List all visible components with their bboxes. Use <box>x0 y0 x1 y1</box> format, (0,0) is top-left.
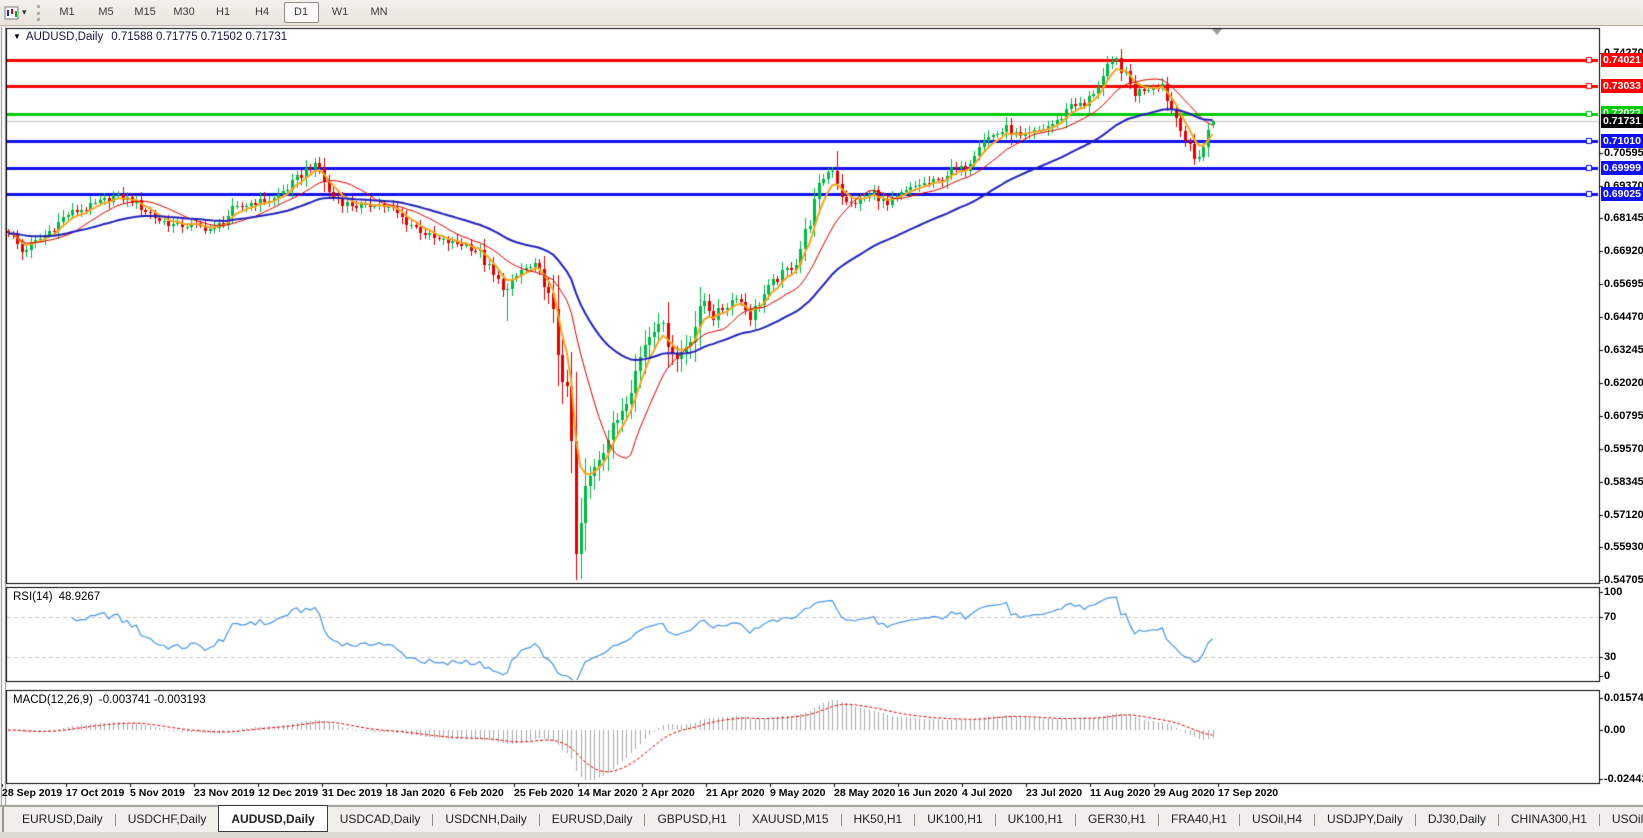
tab-eurusd-daily[interactable]: EURUSD,Daily <box>22 812 103 826</box>
tab-china300-h1[interactable]: CHINA300,H1 <box>1510 812 1587 826</box>
tab-separator <box>914 814 916 826</box>
tab-eurusd-daily[interactable]: EURUSD,Daily <box>551 812 633 826</box>
tab-xauusd-m15[interactable]: XAUUSD,M15 <box>751 812 829 826</box>
tab-separator <box>538 814 540 826</box>
chart-tab-bar: EURUSD,Daily USDCHF,Daily AUDUSD,Daily USDC… <box>0 805 1643 833</box>
timeframe-button-h1[interactable]: H1 <box>216 6 231 18</box>
tab-separator <box>1314 814 1316 826</box>
toolbar-grip <box>36 4 40 21</box>
rsi-label: RSI(14) 48.9267 <box>13 591 106 603</box>
chevron-down-icon: ▾ <box>22 7 27 17</box>
tab-ger30-h1[interactable]: GER30,H1 <box>1087 812 1146 826</box>
tab-separator <box>738 814 740 826</box>
timeframe-button-w1[interactable]: W1 <box>331 6 349 18</box>
tab-usdcad-daily[interactable]: USDCAD,Daily <box>339 812 421 826</box>
timeframe-button-m15[interactable]: M15 <box>134 6 156 18</box>
tab-separator <box>994 814 996 826</box>
tab-separator <box>840 814 842 826</box>
tab-separator <box>1239 814 1241 826</box>
timeframe-buttons: M1 M5 M15 M30 H1 H4 D1 W1 MN <box>48 2 399 23</box>
tab-separator <box>432 814 434 826</box>
tab-separator <box>644 814 646 826</box>
tab-usoil-h4[interactable]: USOil,H4 <box>1252 812 1303 826</box>
rsi-name: RSI(14) <box>13 591 53 603</box>
timeframe-button-m30[interactable]: M30 <box>173 6 195 18</box>
timeframe-button-m1[interactable]: M1 <box>59 6 75 18</box>
tab-separator <box>114 814 116 826</box>
timeframe-button-d1[interactable]: D1 <box>283 2 319 23</box>
tab-separator <box>1074 814 1076 826</box>
tab-uk100-h1[interactable]: UK100,H1 <box>1007 812 1063 826</box>
timeframe-button-h4[interactable]: H4 <box>255 6 270 18</box>
tab-separator <box>1414 814 1416 826</box>
timeframe-button-mn[interactable]: MN <box>370 6 388 18</box>
macd-name: MACD(12,26,9) <box>13 694 93 706</box>
status-strip <box>0 832 1643 838</box>
timeframe-button-m5[interactable]: M5 <box>98 6 114 18</box>
tab-uk100-h1[interactable]: UK100,H1 <box>927 812 983 826</box>
rsi-value: 48.9267 <box>58 591 101 603</box>
tab-usdcnh-daily[interactable]: USDCNH,Daily <box>445 812 527 826</box>
macd-values: -0.003741 -0.003193 <box>98 694 206 706</box>
macd-label: MACD(12,26,9) -0.003741 -0.003193 <box>13 694 212 706</box>
tabbar-grip <box>2 807 4 833</box>
tab-dj30-daily[interactable]: DJ30,Daily <box>1427 812 1486 826</box>
chart-title: ▼ AUDUSD,Daily 0.71588 0.71775 0.71502 0.7… <box>13 31 287 43</box>
tab-audusd-daily[interactable]: AUDUSD,Daily <box>218 805 328 832</box>
tab-separator <box>1157 814 1159 826</box>
tab-hk50-h1[interactable]: HK50,H1 <box>853 812 903 826</box>
period-toolbar: ▾ M1 M5 M15 M30 H1 H4 D1 W1 MN <box>0 0 1643 26</box>
window-menu-arrow-icon[interactable]: ▼ <box>13 32 21 41</box>
tab-separator <box>1598 814 1600 826</box>
chart-type-icon <box>4 6 19 20</box>
tab-usdjpy-daily[interactable]: USDJPY,Daily <box>1327 812 1403 826</box>
chart-ohlc-values: 0.71588 0.71775 0.71502 0.71731 <box>111 31 288 43</box>
tab-fra40-h1[interactable]: FRA40,H1 <box>1170 812 1228 826</box>
tab-gbpusd-h1[interactable]: GBPUSD,H1 <box>657 812 727 826</box>
tab-usdchf-daily[interactable]: USDCHF,Daily <box>127 812 207 826</box>
chart-symbol-period: AUDUSD,Daily <box>25 31 104 43</box>
chart-type-button[interactable]: ▾ <box>4 6 27 20</box>
tab-usoil-h[interactable]: USOil,H <box>1611 812 1643 826</box>
tab-separator <box>1497 814 1499 826</box>
